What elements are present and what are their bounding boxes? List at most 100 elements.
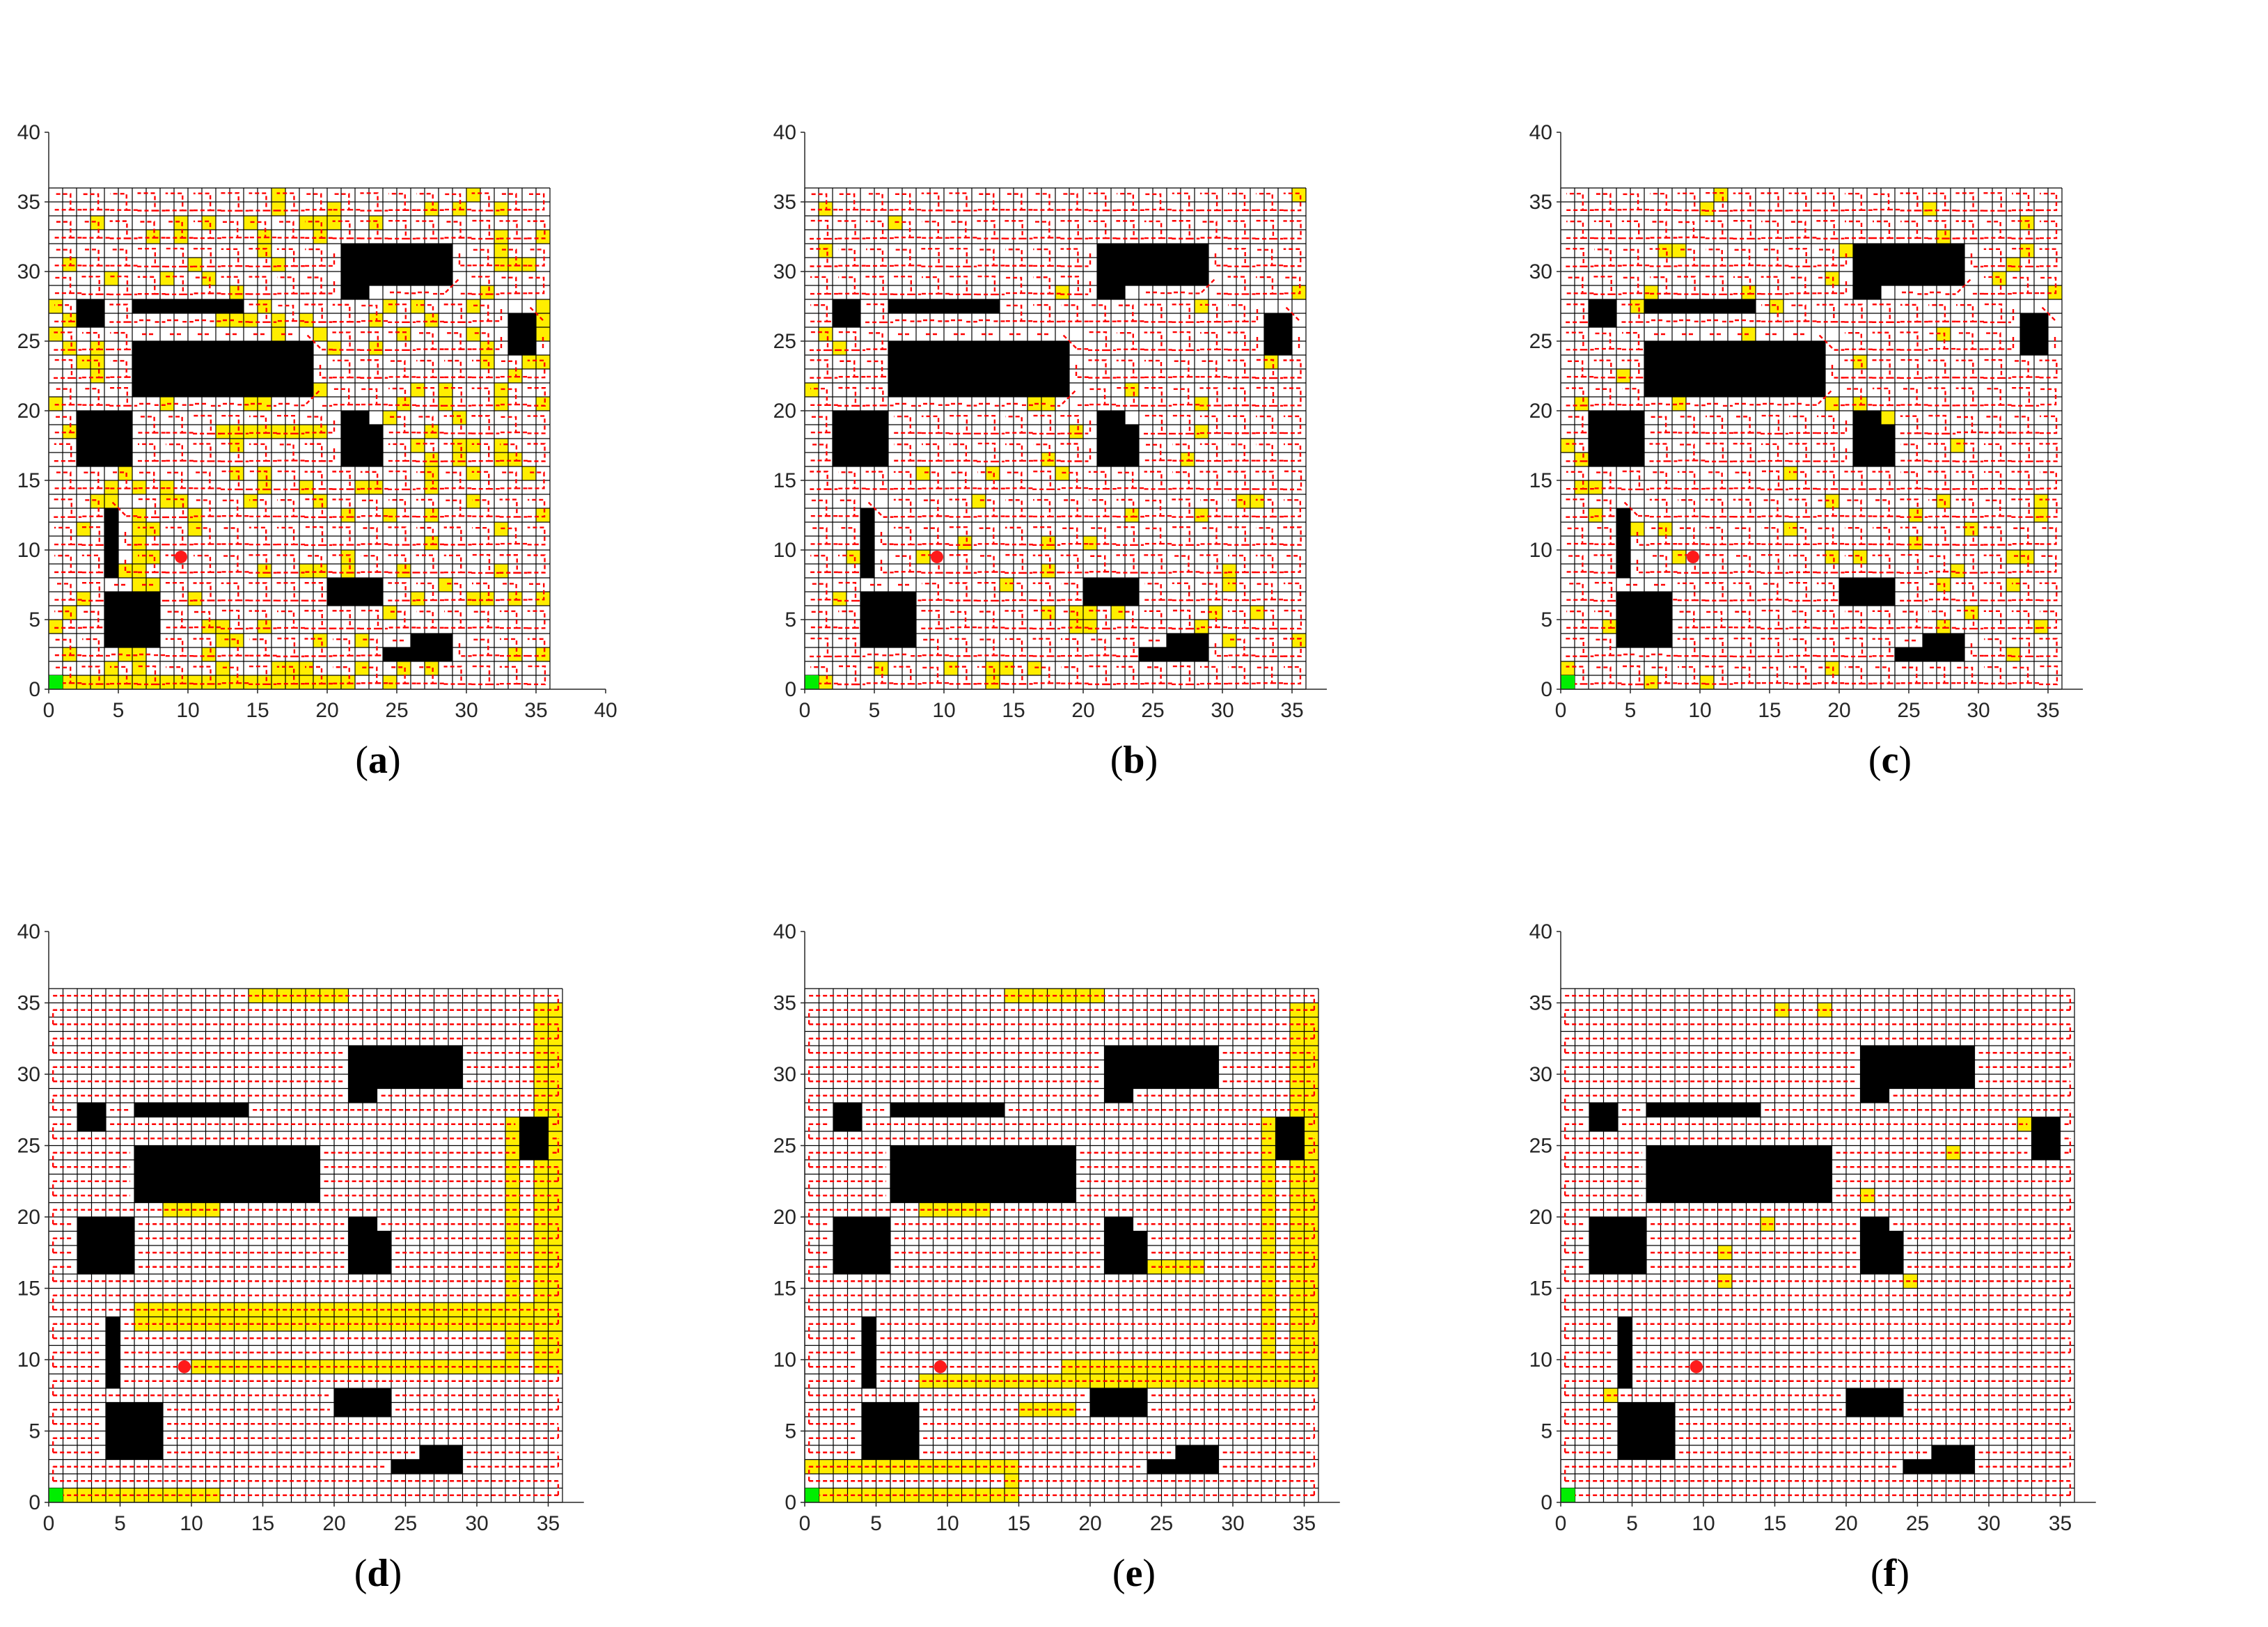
highlight-cell bbox=[397, 661, 411, 675]
obstacle bbox=[104, 508, 118, 578]
highlight-cell bbox=[369, 216, 383, 230]
highlight-cell bbox=[244, 675, 258, 689]
highlight-cell bbox=[299, 661, 313, 675]
highlight-cell bbox=[1575, 397, 1589, 411]
highlight-cell bbox=[160, 480, 174, 494]
obstacle bbox=[1646, 1103, 1761, 1117]
target-marker bbox=[178, 1360, 191, 1374]
highlight-cell bbox=[1770, 299, 1783, 313]
target-marker bbox=[175, 551, 187, 563]
highlight-cell bbox=[862, 1488, 876, 1502]
obstacle bbox=[1860, 1046, 1975, 1089]
highlight-cell bbox=[1825, 550, 1839, 564]
highlight-cell bbox=[462, 1360, 477, 1374]
start-marker bbox=[49, 675, 63, 689]
x-tick-label: 10 bbox=[936, 1512, 959, 1535]
obstacle bbox=[1923, 634, 1964, 647]
y-tick-label: 25 bbox=[1529, 1135, 1552, 1158]
obstacle bbox=[1589, 411, 1644, 466]
visited-overlap-highlights bbox=[805, 188, 1306, 689]
x-tick-label: 30 bbox=[1211, 699, 1234, 722]
highlight-cell bbox=[146, 230, 160, 244]
x-tick-label: 30 bbox=[455, 699, 478, 722]
highlight-cell bbox=[534, 1360, 549, 1374]
highlight-cell bbox=[1041, 606, 1055, 620]
highlight-cell bbox=[249, 1316, 263, 1331]
caption-a: (a) bbox=[355, 739, 401, 782]
obstacle bbox=[106, 1316, 120, 1388]
highlight-cell bbox=[534, 1046, 549, 1060]
y-tick-label: 20 bbox=[1529, 400, 1552, 423]
highlight-cell bbox=[1783, 466, 1797, 480]
highlight-cell bbox=[234, 1360, 249, 1374]
highlight-cell bbox=[174, 216, 188, 230]
obstacle bbox=[77, 299, 104, 327]
highlight-cell bbox=[271, 202, 285, 216]
x-tick-label: 5 bbox=[114, 1512, 126, 1535]
obstacle bbox=[888, 341, 1069, 397]
highlight-cell bbox=[425, 466, 439, 480]
highlight-cell bbox=[313, 216, 327, 230]
coverage-path bbox=[54, 192, 546, 686]
obstacles bbox=[833, 244, 1292, 661]
x-tick-label: 0 bbox=[799, 699, 811, 722]
x-tick-label: 10 bbox=[176, 699, 199, 722]
highlight-cell bbox=[534, 1217, 549, 1232]
highlight-cell bbox=[355, 661, 369, 675]
highlight-cell bbox=[1041, 453, 1055, 466]
start-marker bbox=[1561, 1488, 1575, 1502]
obstacle bbox=[1646, 1145, 1832, 1203]
grid bbox=[48, 988, 563, 1503]
highlight-cell bbox=[534, 1345, 549, 1360]
highlight-cell bbox=[1304, 1074, 1318, 1089]
highlight-cell bbox=[452, 411, 466, 425]
obstacle bbox=[1846, 1388, 1903, 1417]
highlight-cell bbox=[1261, 1316, 1276, 1331]
highlight-cell bbox=[947, 1202, 962, 1217]
highlight-cell bbox=[191, 1488, 206, 1502]
y-tick-label: 5 bbox=[785, 1420, 796, 1443]
highlight-cell bbox=[174, 675, 188, 689]
highlight-cell bbox=[202, 647, 216, 661]
highlight-cell bbox=[1992, 272, 2006, 285]
highlight-cell bbox=[972, 494, 986, 508]
highlight-cell bbox=[491, 1303, 505, 1317]
highlight-cell bbox=[1222, 578, 1236, 592]
highlight-cell bbox=[1630, 522, 1644, 536]
highlight-cell bbox=[49, 327, 63, 341]
highlight-cell bbox=[494, 453, 508, 466]
highlight-cell bbox=[480, 285, 494, 299]
highlight-cell bbox=[63, 341, 77, 355]
y-tick-label: 30 bbox=[773, 1063, 796, 1086]
highlight-cell bbox=[234, 1316, 249, 1331]
highlight-cell bbox=[341, 508, 355, 522]
highlight-cell bbox=[188, 675, 202, 689]
obstacle bbox=[860, 592, 916, 647]
highlight-cell bbox=[118, 647, 132, 661]
highlight-cell bbox=[258, 564, 271, 578]
highlight-cell bbox=[1602, 620, 1616, 634]
obstacle bbox=[2020, 313, 2048, 355]
highlight-cell bbox=[1005, 1374, 1019, 1388]
y-tick-label: 30 bbox=[1529, 260, 1552, 283]
highlight-cell bbox=[2034, 620, 2048, 634]
highlight-cell bbox=[191, 1303, 206, 1317]
obstacle bbox=[1644, 299, 1756, 313]
highlight-cell bbox=[961, 1459, 976, 1474]
highlight-cell bbox=[1658, 522, 1672, 536]
obstacle bbox=[1618, 1402, 1675, 1460]
highlight-cell bbox=[341, 675, 355, 689]
highlight-cell bbox=[369, 480, 383, 494]
highlight-cell bbox=[1937, 494, 1951, 508]
highlight-cell bbox=[191, 1316, 206, 1331]
highlight-cell bbox=[63, 425, 77, 439]
highlight-cell bbox=[327, 341, 341, 355]
highlight-cell bbox=[1195, 299, 1208, 313]
y-tick-label: 30 bbox=[773, 260, 796, 283]
obstacle bbox=[327, 578, 383, 606]
highlight-cell bbox=[285, 675, 299, 689]
highlight-cell bbox=[536, 230, 550, 244]
y-tick-label: 40 bbox=[17, 121, 40, 144]
x-tick-label: 20 bbox=[1827, 699, 1850, 722]
x-tick-label: 10 bbox=[932, 699, 955, 722]
